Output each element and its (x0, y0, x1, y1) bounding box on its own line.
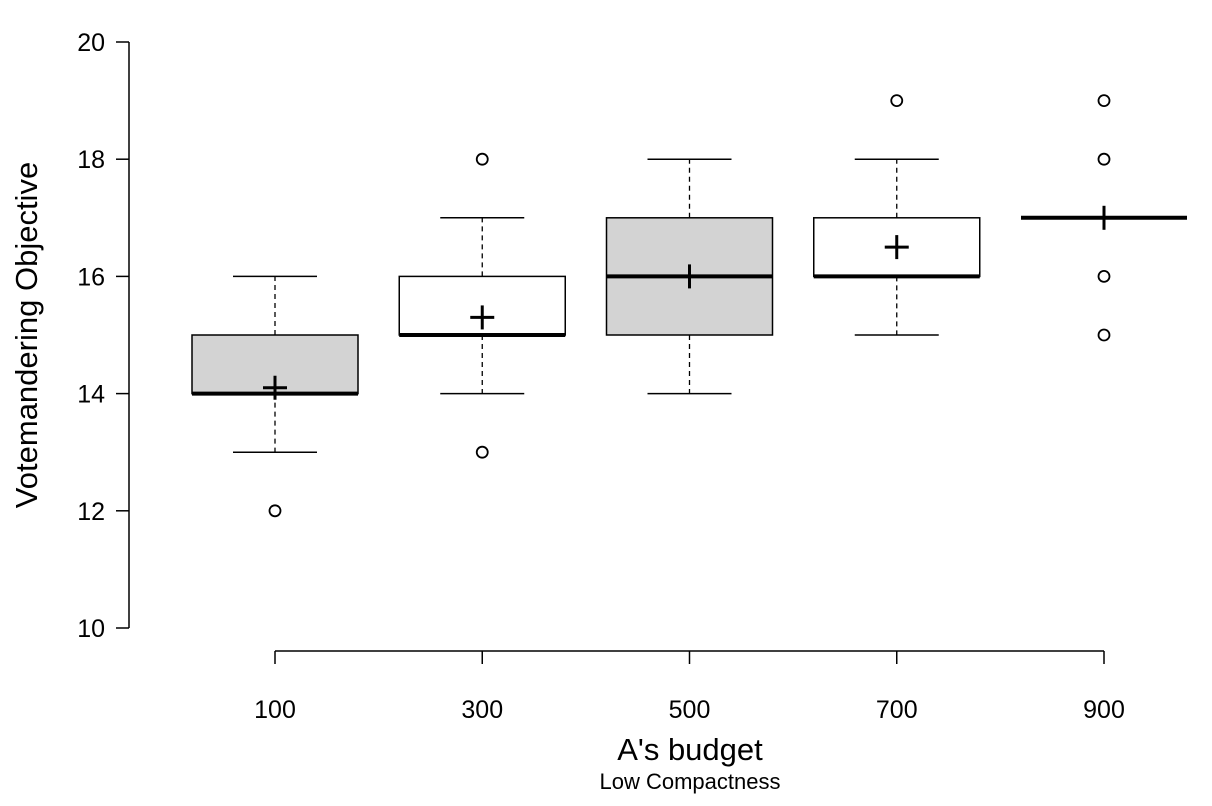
box-group (1021, 94, 1187, 342)
y-tick-label: 14 (77, 381, 105, 409)
y-axis-title: Votemandering Objective (9, 162, 44, 508)
outlier-point (268, 504, 282, 518)
outlier-point (1097, 269, 1111, 283)
x-tick-label: 900 (1083, 696, 1125, 724)
mean-marker (1092, 205, 1116, 230)
x-tick-label: 700 (876, 696, 918, 724)
x-tick-label: 300 (461, 696, 503, 724)
box-group (398, 152, 566, 459)
outlier-point (475, 152, 489, 166)
x-axis: 100 300 500 700 900 (254, 650, 1125, 724)
outlier-point (1097, 152, 1111, 166)
y-axis: 10 12 14 16 18 20 (77, 29, 130, 643)
outlier-point (1097, 328, 1111, 342)
y-tick-label: 12 (77, 498, 105, 526)
x-axis-title: A's budget (617, 732, 763, 767)
mean-marker (884, 235, 909, 260)
y-tick-label: 10 (77, 615, 105, 643)
x-tick-label: 100 (254, 696, 296, 724)
outlier-point (1097, 94, 1111, 107)
outlier-point (475, 445, 489, 459)
box-group (191, 275, 359, 518)
y-tick-label: 20 (77, 29, 105, 57)
y-tick-label: 18 (77, 146, 105, 174)
x-tick-label: 500 (669, 696, 711, 724)
outlier-point (890, 94, 904, 107)
y-tick-label: 16 (77, 263, 105, 291)
box-group (813, 94, 981, 336)
mean-marker (470, 305, 495, 330)
mean-marker (677, 264, 702, 289)
box-group (605, 158, 774, 395)
chart-subtitle: Low Compactness (600, 769, 781, 794)
mean-marker (263, 375, 287, 400)
boxes (191, 94, 1187, 518)
